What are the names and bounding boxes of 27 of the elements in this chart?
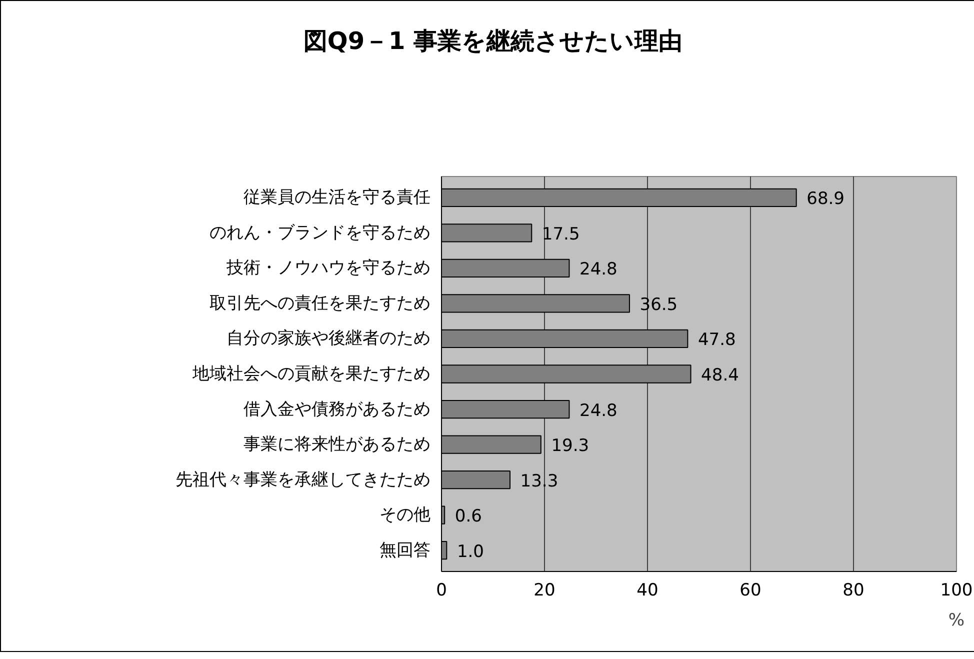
chart-title: 図Q9－1 事業を継続させたい理由 bbox=[303, 26, 683, 57]
x-tick-label: 40 bbox=[636, 580, 658, 600]
x-tick-label: 100 bbox=[940, 580, 973, 600]
data-label: 24.8 bbox=[580, 260, 618, 280]
y-tick-label: のれん・ブランドを守るため bbox=[210, 222, 430, 243]
x-axis-title: % bbox=[948, 610, 965, 630]
y-tick-label: その他 bbox=[380, 505, 430, 526]
x-tick-label: 80 bbox=[842, 580, 864, 600]
data-label: 0.6 bbox=[454, 506, 482, 527]
data-label: 68.9 bbox=[806, 189, 844, 210]
y-tick-label: 事業に将来性があるため bbox=[244, 434, 430, 455]
data-label: 19.3 bbox=[551, 436, 590, 456]
y-tick-label: 技術・ノウハウを守るため bbox=[226, 258, 430, 278]
y-tick-label: 取引先への責任を果たすため bbox=[210, 293, 430, 314]
x-tick-label: 20 bbox=[534, 580, 556, 600]
y-tick-label: 従業員の生活を守る責任 bbox=[244, 188, 430, 208]
y-tick-label: 先祖代々事業を承継してきたため bbox=[176, 470, 430, 490]
data-label: 24.8 bbox=[580, 400, 618, 421]
data-label: 1.0 bbox=[456, 542, 484, 562]
data-label: 47.8 bbox=[698, 330, 736, 350]
x-tick-label: 0 bbox=[436, 580, 447, 600]
y-tick-label: 自分の家族や後継者のため bbox=[226, 328, 430, 349]
y-tick-label: 地域社会への貢献を果たすため bbox=[192, 364, 430, 384]
y-tick-label: 無回答 bbox=[380, 540, 430, 560]
x-tick-label: 60 bbox=[740, 580, 762, 600]
data-label: 48.4 bbox=[701, 366, 739, 386]
y-tick-label: 借入金や債務があるため bbox=[244, 399, 430, 420]
